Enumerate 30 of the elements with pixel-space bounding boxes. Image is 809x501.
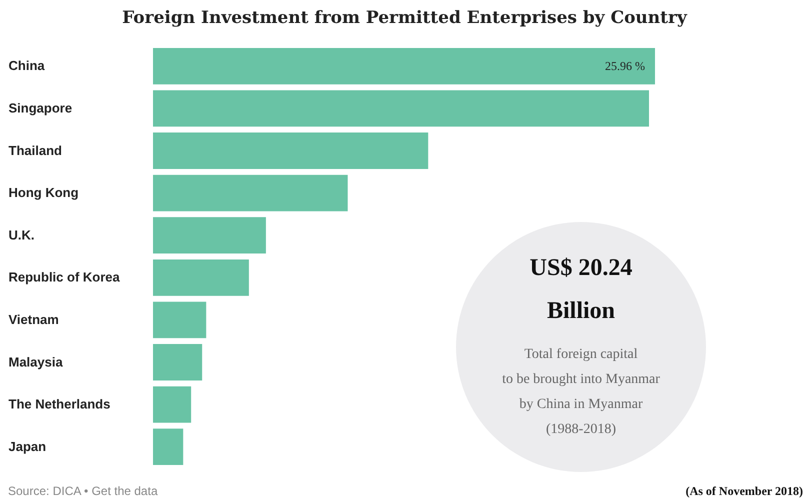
y-tick-label: Vietnam (8, 312, 59, 327)
annotation: to be brought into Myanmar (501, 372, 661, 388)
text: (As of November 2018) (686, 484, 803, 499)
annotation: (1988-2018) (545, 422, 617, 438)
y-tick-label: The Netherlands (8, 396, 110, 412)
bar (153, 302, 206, 338)
y-tick-label: Republic of Korea (8, 270, 121, 285)
bar (153, 132, 428, 169)
y-tick-label: Singapore (8, 100, 72, 116)
bar (153, 174, 348, 212)
bar (153, 217, 266, 254)
source-note: Source: DICA • Get the data (8, 484, 158, 498)
data-label: 25.96 % (605, 59, 645, 74)
y-tick-label: China (8, 58, 46, 74)
y-tick-label: Thailand (8, 142, 62, 158)
bar (153, 428, 184, 466)
bar (153, 386, 192, 423)
annotation: by China in Myanmar (518, 397, 644, 413)
annotation: Billion (546, 298, 616, 325)
bar (153, 344, 202, 380)
chart-title: Foreign Investment from Permitted Enterprises by Country (121, 8, 688, 28)
bar (153, 259, 249, 296)
y-tick-label: Hong Kong (8, 185, 79, 200)
annotation: US$ 20.24 (528, 255, 634, 282)
y-tick-label: Malaysia (8, 354, 64, 370)
bar (153, 90, 650, 127)
y-tick-label: Japan (8, 438, 46, 454)
annotation: Total foreign capital (523, 347, 639, 363)
y-tick-label: U.K. (8, 227, 34, 242)
bar (153, 48, 655, 84)
